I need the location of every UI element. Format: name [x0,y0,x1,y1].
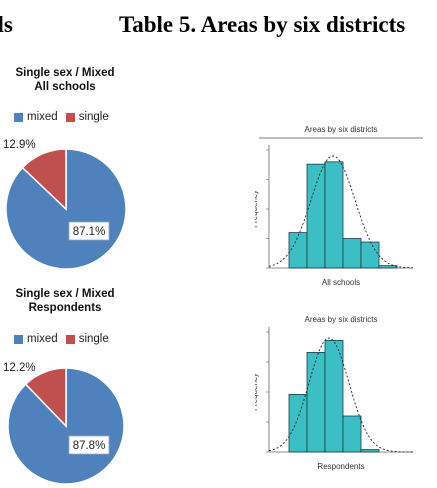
histogram-bar [360,449,380,453]
histogram-bar [342,415,362,453]
histogram-ylabel: Frequency [255,373,259,411]
pie-legend-respondents: mixed single [14,333,117,345]
legend-item-mixed: mixed [14,333,58,345]
legend-label: single [78,333,109,345]
pie-slice-single [24,367,67,428]
legend-swatch-single [65,334,75,344]
histogram-bar [378,265,398,269]
histogram-ylabel: Frequency [255,190,259,228]
histogram-bar [324,339,344,453]
histogram-bar [306,352,326,453]
histogram-bar [288,232,308,269]
legend-item-mixed: mixed [14,111,58,123]
pie-title-respondents: Single sex / Mixed Respondents [0,287,130,315]
page-title: Table 5. Areas by six districts [119,12,406,37]
pie-title-line2: Respondents [28,302,102,314]
histogram-respondents: Areas by six districts Respondents Frequen… [255,315,413,471]
pie-small-label: 12.9% [3,139,36,151]
pie-large-label: 87.8% [73,440,106,452]
normal-curve [268,155,413,269]
legend-item-single: single [65,111,109,123]
pie-chart-respondents: 87.8% [7,367,125,485]
legend-swatch-mixed [14,334,23,344]
pie-slice-single [21,148,67,211]
pie-chart-all-schools: 87.1% [5,148,127,270]
legend-swatch-single [65,112,75,122]
histogram-title: Areas by six districts [305,125,378,134]
histogram-bar [360,241,380,269]
histogram-all-schools: Areas by six districts All schools Frequen… [255,125,423,287]
histogram-bar [288,394,308,453]
pie-label-box [68,435,110,455]
pie-title-line2: All schools [34,81,96,93]
histogram-bar [342,238,362,269]
legend-label: mixed [27,111,58,123]
histogram-xlabel: Respondents [317,462,364,471]
legend-label: mixed [27,333,58,345]
pie-title-line1: Single sex / Mixed [15,67,115,79]
histogram-title: Areas by six districts [305,315,378,324]
histogram-bar [324,161,344,269]
legend-label: single [78,111,109,123]
pie-label-box [68,221,110,241]
normal-curve [268,337,413,453]
pie-title-line1: Single sex / Mixed [15,288,115,300]
pie-small-label: 12.2% [3,362,36,374]
legend-item-single: single [65,333,109,345]
truncated-heading: ols [0,12,13,37]
legend-swatch-mixed [14,112,23,122]
pie-large-label: 87.1% [73,226,106,238]
histogram-bar [306,163,326,269]
pie-title-all-schools: Single sex / Mixed All schools [0,66,130,94]
histogram-xlabel: All schools [322,278,360,287]
pie-legend-all-schools: mixed single [14,111,117,123]
